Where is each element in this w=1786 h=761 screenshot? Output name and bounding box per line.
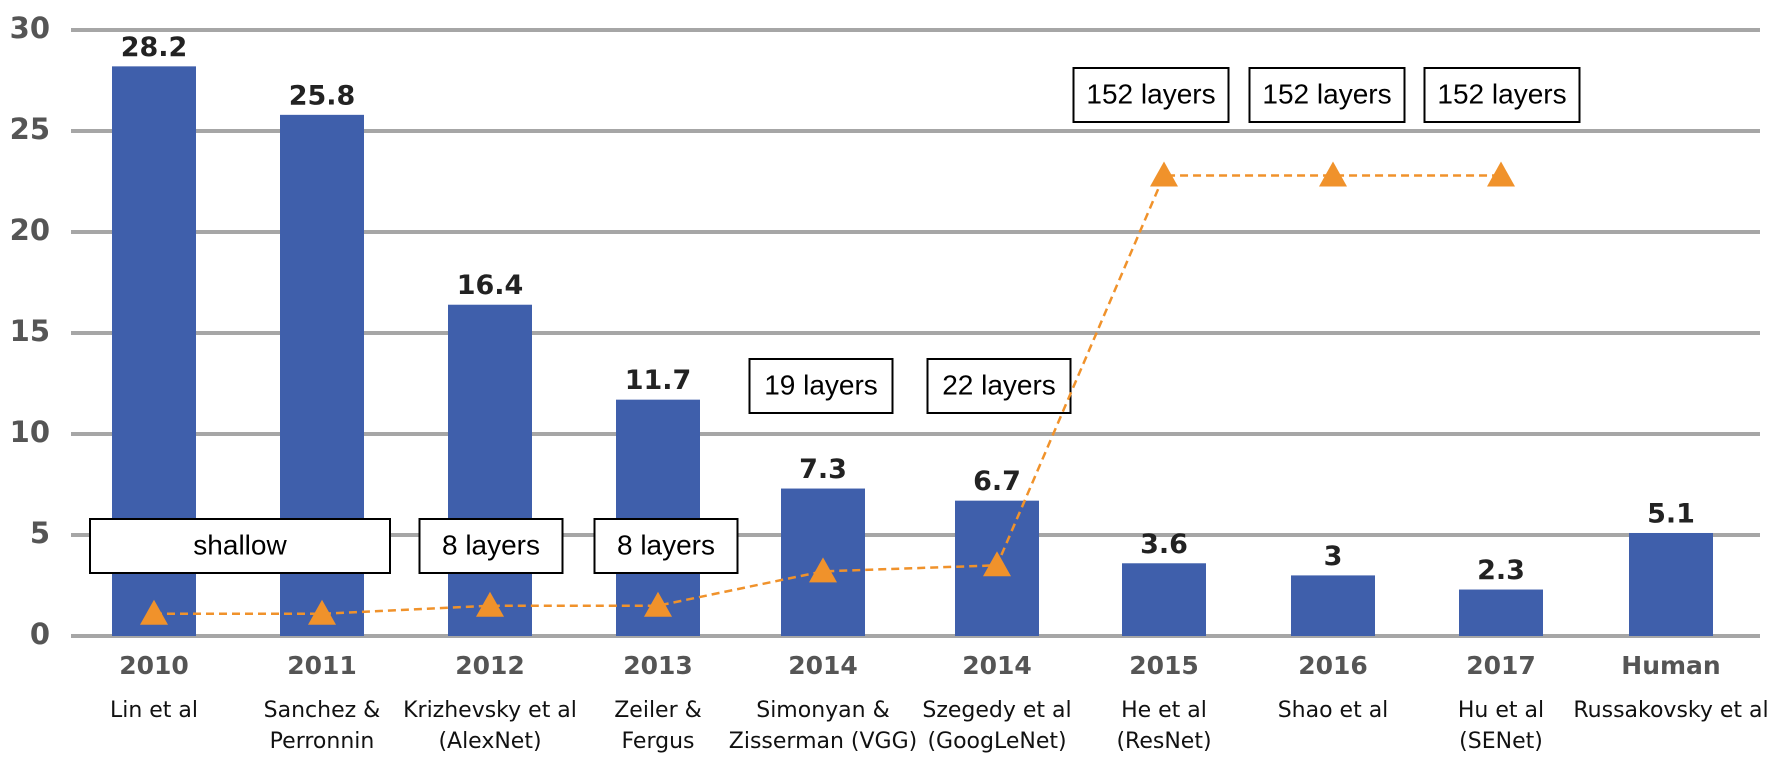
value-label: 2.3 [1477,555,1525,586]
value-label: 25.8 [289,80,356,111]
author-label: Zeiler & [614,698,702,723]
author-label: (ResNet) [1116,729,1211,754]
depth-marker [809,557,837,583]
annotation: 8 layers [617,529,715,560]
author-label: Russakovsky et al [1573,698,1768,723]
depth-marker [476,591,504,617]
author-label: Zisserman (VGG) [729,729,917,754]
x-tick-label: 2014 [788,651,858,680]
annotation-box [1072,67,1230,123]
author-label: Krizhevsky et al [403,698,577,723]
value-label: 28.2 [121,32,188,63]
x-tick-label: 2012 [455,651,525,680]
annotation-box [593,518,739,574]
annotation: 152 layers [1262,78,1391,109]
y-tick-label: 20 [10,213,50,247]
x-tick-label: 2011 [287,651,357,680]
annotation: 22 layers [942,369,1056,400]
author-label: (AlexNet) [438,729,541,754]
bar [1629,532,1713,636]
bar [448,304,532,636]
author-label: Szegedy et al [922,698,1071,723]
y-tick-label: 0 [30,617,50,651]
depth-marker [644,591,672,617]
bar [1122,563,1206,636]
depth-marker [1150,161,1178,187]
x-tick-label: 2013 [623,651,693,680]
x-tick-label: 2015 [1129,651,1199,680]
author-label: (GoogLeNet) [927,729,1066,754]
author-label: Fergus [621,729,694,754]
value-label: 5.1 [1647,498,1695,529]
annotation-box [89,518,391,574]
annotation-box [748,358,894,414]
annotation: shallow [193,529,287,560]
annotation-box [926,358,1072,414]
author-label: Lin et al [110,698,198,723]
x-tick-label: Human [1621,651,1720,680]
bar [1291,575,1375,636]
depth-marker [1319,161,1347,187]
x-tick-label: 2017 [1466,651,1536,680]
author-label: Hu et al [1458,698,1544,723]
author-label: (SENet) [1459,729,1543,754]
depth-marker [983,551,1011,577]
depth-marker [140,599,168,625]
author-label: Sanchez & [264,698,381,723]
value-label: 3.6 [1140,529,1188,560]
value-label: 6.7 [973,466,1021,497]
x-tick-label: 2016 [1298,651,1368,680]
value-label: 11.7 [625,365,692,396]
x-tick-label: 2014 [962,651,1032,680]
value-label: 16.4 [457,270,524,301]
annotation-box [1248,67,1406,123]
x-tick-label: 2010 [119,651,189,680]
depth-marker [1487,161,1515,187]
author-label: Perronnin [270,729,375,754]
author-label: He et al [1121,698,1207,723]
annotation: 152 layers [1086,78,1215,109]
value-label: 7.3 [799,454,847,485]
annotation: 8 layers [442,529,540,560]
y-tick-label: 10 [10,415,50,449]
author-label: Shao et al [1278,698,1389,723]
y-tick-label: 15 [10,314,50,348]
depth-line [154,174,1501,616]
author-label: Simonyan & [756,698,890,723]
y-tick-label: 25 [10,112,50,146]
annotation: 152 layers [1437,78,1566,109]
value-label: 3 [1324,541,1343,572]
y-tick-label: 30 [10,11,50,45]
depth-marker [308,599,336,625]
annotation-box [1423,67,1581,123]
y-tick-label: 5 [30,516,50,550]
annotation: 19 layers [764,369,878,400]
bar [1459,589,1543,636]
annotation-box [418,518,564,574]
